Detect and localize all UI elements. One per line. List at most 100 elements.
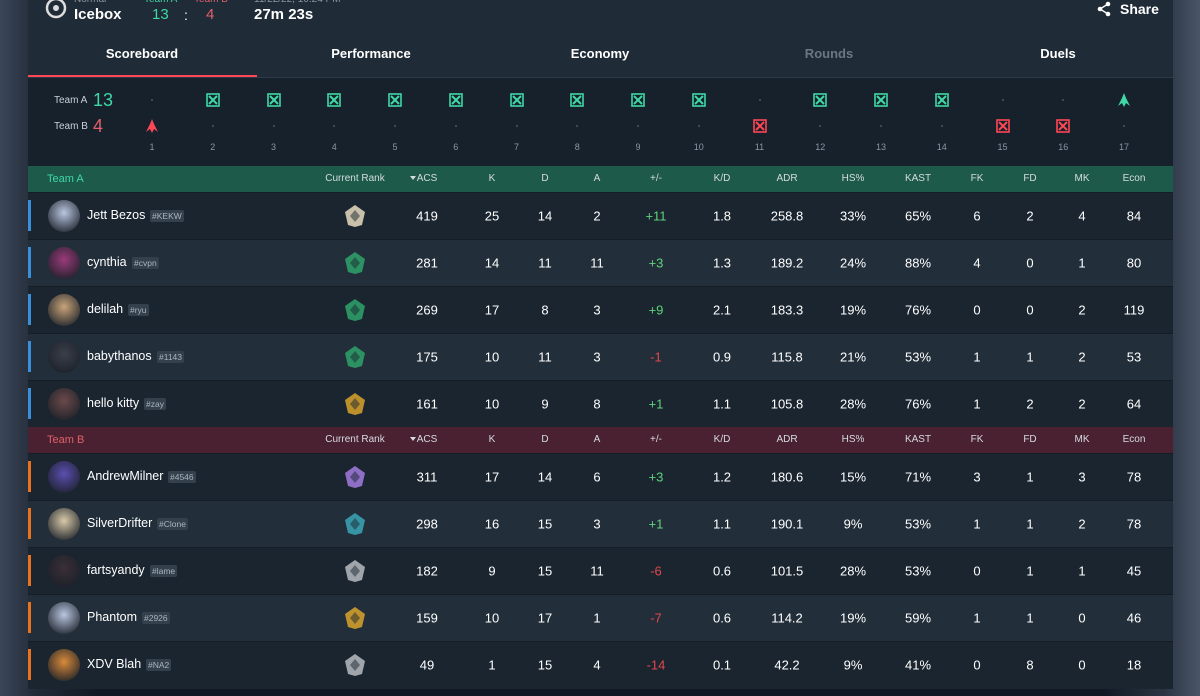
stat-value: 45 xyxy=(1126,563,1142,578)
player-name[interactable]: AndrewMilner xyxy=(87,468,164,483)
team-color-bar xyxy=(28,508,31,539)
tab[interactable]: Scoreboard xyxy=(105,46,179,61)
player-name[interactable]: SilverDrifter xyxy=(87,515,153,530)
stat-value: 0.1 xyxy=(712,657,732,672)
stat-value: 11 xyxy=(590,563,604,578)
column-header[interactable]: Econ xyxy=(1122,434,1146,445)
column-header[interactable]: ADR xyxy=(776,173,798,184)
column-header[interactable]: FD xyxy=(1023,434,1037,445)
stat-value: 17 xyxy=(484,302,500,317)
timeline-score-b: 4 xyxy=(93,116,104,136)
column-header[interactable]: A xyxy=(593,173,601,184)
stat-value: 1 xyxy=(973,516,981,531)
column-header[interactable]: K xyxy=(488,434,496,445)
team-color-bar xyxy=(28,555,31,586)
rank-icon-part xyxy=(350,350,360,363)
stat-value: 53% xyxy=(904,516,932,531)
round-number: 15 xyxy=(997,142,1008,152)
column-header[interactable]: +/- xyxy=(650,173,662,184)
stat-value: 175 xyxy=(416,349,438,364)
player-tag: #4546 xyxy=(168,470,196,483)
stat-value: 114.2 xyxy=(771,610,803,625)
stat-value: 1 xyxy=(973,349,981,364)
column-header[interactable]: ACS xyxy=(416,173,438,184)
round-result-icon xyxy=(752,119,767,133)
tab[interactable]: Performance xyxy=(331,46,411,61)
round-empty-dot xyxy=(758,99,761,101)
player-row xyxy=(28,500,1173,548)
score-b: 4 xyxy=(206,6,215,23)
column-header[interactable]: D xyxy=(541,173,549,184)
player-name[interactable]: Jett Bezos xyxy=(87,207,146,222)
column-header[interactable]: ACS xyxy=(416,434,438,445)
stat-value: 16 xyxy=(484,516,500,531)
stat-value: 14 xyxy=(537,208,553,223)
rank-icon xyxy=(345,512,365,535)
stat-value: 1 xyxy=(973,396,981,411)
stat-value: 84 xyxy=(1126,208,1142,223)
player-name[interactable]: hello kitty xyxy=(87,395,140,410)
column-header[interactable]: FK xyxy=(970,173,984,184)
stat-value: 189.2 xyxy=(770,255,804,270)
column-header[interactable]: KAST xyxy=(904,434,932,445)
stat-value: 9% xyxy=(843,516,863,531)
stat-value: 2 xyxy=(1078,302,1086,317)
team-color-bar xyxy=(28,461,31,492)
column-header[interactable]: MK xyxy=(1074,434,1090,445)
stat-value: +11 xyxy=(645,208,667,223)
round-number: 8 xyxy=(574,142,580,152)
stat-value: 183.3 xyxy=(770,302,804,317)
stat-value: 2 xyxy=(1078,396,1086,411)
column-header[interactable]: HS% xyxy=(841,173,865,184)
round-result-icon xyxy=(266,93,281,107)
column-header[interactable]: +/- xyxy=(650,434,662,445)
stat-value: 3 xyxy=(593,302,601,317)
stat-value: 42.2 xyxy=(774,657,800,672)
match-duration: 27m 23s xyxy=(254,6,314,23)
round-number: 1 xyxy=(149,142,155,152)
player-name[interactable]: XDV Blah xyxy=(87,656,142,671)
column-header[interactable]: D xyxy=(541,434,549,445)
stat-value: 258.8 xyxy=(770,208,804,223)
column-header[interactable]: Econ xyxy=(1122,173,1146,184)
column-header[interactable]: A xyxy=(593,434,601,445)
player-name[interactable]: babythanos xyxy=(87,348,152,363)
timeline-team-b: Team B xyxy=(54,121,88,132)
rank-icon xyxy=(345,465,365,488)
stat-value: 78 xyxy=(1126,469,1142,484)
column-header[interactable]: MK xyxy=(1074,173,1090,184)
stat-value: 80 xyxy=(1126,255,1142,270)
stat-value: 9% xyxy=(843,657,863,672)
player-name[interactable]: Phantom xyxy=(87,609,138,624)
player-name[interactable]: fartsyandy xyxy=(87,562,145,577)
stat-value: 0 xyxy=(1078,657,1086,672)
round-result-icon xyxy=(813,93,828,107)
column-header[interactable]: K/D xyxy=(713,173,731,184)
column-header[interactable]: FK xyxy=(970,434,984,445)
column-header[interactable]: FD xyxy=(1023,173,1037,184)
tab[interactable]: Economy xyxy=(570,46,630,61)
share-icon xyxy=(1097,1,1111,17)
round-number: 16 xyxy=(1058,142,1069,152)
player-name[interactable]: cynthia xyxy=(87,254,127,269)
player-tag: #2926 xyxy=(142,611,170,624)
stat-value: -1 xyxy=(650,349,662,364)
column-header[interactable]: ADR xyxy=(776,434,798,445)
team-header-band xyxy=(28,427,1173,453)
column-header[interactable]: K xyxy=(488,173,496,184)
tab[interactable]: Duels xyxy=(1040,46,1076,61)
round-empty-dot xyxy=(697,125,700,127)
round-empty-dot xyxy=(637,125,639,127)
stat-value: 2.1 xyxy=(712,302,732,317)
round-result-icon xyxy=(205,93,220,107)
team-color-bar xyxy=(28,388,31,419)
round-empty-dot xyxy=(333,125,336,127)
column-header[interactable]: K/D xyxy=(713,434,731,445)
stat-value: 161 xyxy=(416,396,438,411)
stat-value: 11 xyxy=(590,255,604,270)
column-header[interactable]: HS% xyxy=(841,434,865,445)
column-header[interactable]: KAST xyxy=(904,173,932,184)
tab[interactable]: Rounds xyxy=(804,46,854,61)
player-name[interactable]: delilah xyxy=(87,301,124,316)
share-button[interactable]: Share xyxy=(1120,1,1159,17)
